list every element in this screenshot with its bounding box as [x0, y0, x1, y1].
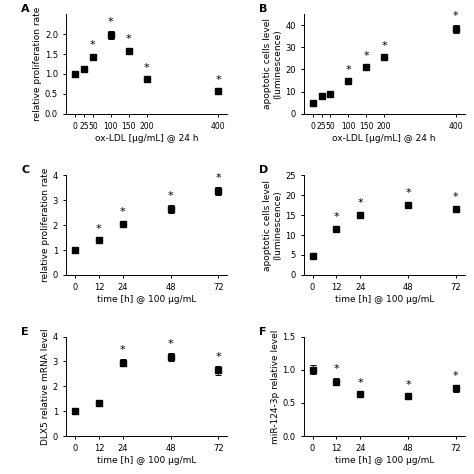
Text: *: * [357, 198, 363, 208]
Text: *: * [108, 18, 114, 27]
X-axis label: ox-LDL [μg/mL] @ 24 h: ox-LDL [μg/mL] @ 24 h [95, 134, 199, 143]
Y-axis label: apoptotic cells level
(luminescence): apoptotic cells level (luminescence) [263, 180, 283, 271]
Y-axis label: apoptotic cells level
(luminescence): apoptotic cells level (luminescence) [263, 18, 282, 109]
Text: *: * [216, 173, 221, 183]
Text: *: * [453, 192, 459, 202]
Text: *: * [144, 63, 149, 73]
Text: *: * [120, 345, 126, 355]
Text: *: * [126, 34, 131, 44]
X-axis label: time [h] @ 100 μg/mL: time [h] @ 100 μg/mL [97, 456, 196, 465]
Text: C: C [21, 165, 29, 175]
Text: A: A [21, 4, 30, 14]
Y-axis label: relative proliferation rate: relative proliferation rate [33, 7, 42, 121]
Text: *: * [364, 51, 369, 61]
Text: *: * [96, 224, 101, 234]
Text: *: * [216, 352, 221, 362]
Text: *: * [216, 75, 221, 85]
Text: E: E [21, 327, 29, 337]
Text: *: * [405, 188, 411, 198]
Text: *: * [357, 378, 363, 388]
Text: *: * [334, 212, 339, 222]
Text: F: F [259, 327, 266, 337]
Text: B: B [259, 4, 267, 14]
X-axis label: time [h] @ 100 μg/mL: time [h] @ 100 μg/mL [335, 456, 434, 465]
Text: *: * [168, 338, 173, 348]
Text: *: * [453, 10, 459, 21]
Y-axis label: miR-124-3p relative level: miR-124-3p relative level [271, 329, 280, 444]
Text: *: * [334, 365, 339, 374]
X-axis label: time [h] @ 100 μg/mL: time [h] @ 100 μg/mL [335, 295, 434, 304]
Text: *: * [405, 380, 411, 390]
X-axis label: ox-LDL [μg/mL] @ 24 h: ox-LDL [μg/mL] @ 24 h [332, 134, 436, 143]
Y-axis label: DLX5 relative mRNA level: DLX5 relative mRNA level [41, 328, 50, 445]
Y-axis label: relative proliferation rate: relative proliferation rate [41, 168, 50, 283]
Text: *: * [382, 41, 387, 51]
Text: *: * [453, 371, 459, 381]
Text: *: * [346, 65, 351, 75]
X-axis label: time [h] @ 100 μg/mL: time [h] @ 100 μg/mL [97, 295, 196, 304]
Text: D: D [259, 165, 268, 175]
Text: *: * [120, 208, 126, 218]
Text: *: * [90, 40, 96, 50]
Text: *: * [168, 191, 173, 201]
